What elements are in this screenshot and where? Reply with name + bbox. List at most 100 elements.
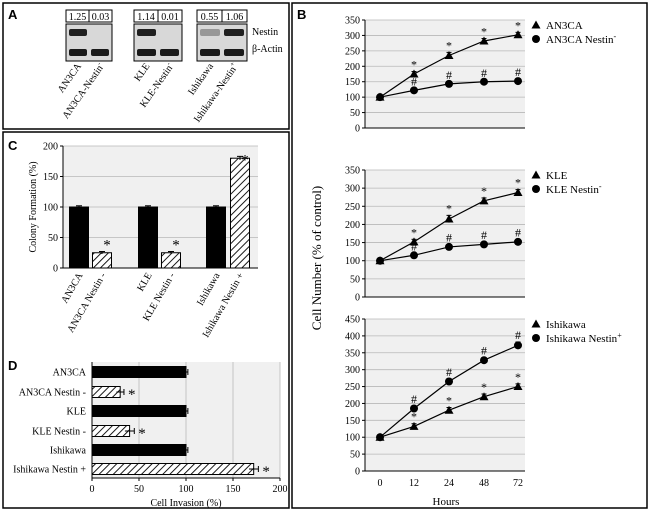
category-label: AN3CA Nestin - — [19, 388, 86, 399]
legend-label: KLE — [546, 170, 568, 182]
data-point-triangle — [513, 187, 523, 196]
y-tick-label: 150 — [345, 238, 360, 249]
y-tick-label: 200 — [345, 399, 360, 410]
y-tick-label: 0 — [355, 467, 360, 478]
significance-mark: * — [481, 25, 487, 39]
data-point-triangle — [513, 30, 523, 39]
y-tick-label: 350 — [345, 16, 360, 27]
y-tick-label: 250 — [345, 202, 360, 213]
y-tick-label: 200 — [345, 220, 360, 231]
y-tick-label: 300 — [345, 31, 360, 42]
actin-band — [200, 49, 220, 56]
significance-mark: # — [515, 65, 521, 79]
data-point-circle — [376, 93, 384, 102]
y-tick-label: 50 — [350, 274, 360, 285]
data-point-triangle — [513, 382, 523, 391]
y-tick-label: 150 — [345, 77, 360, 88]
lane-label: KLE — [132, 61, 152, 83]
x-tick-label: 24 — [444, 478, 454, 489]
y-tick-label: 250 — [345, 46, 360, 57]
data-point-triangle — [479, 392, 489, 401]
row-label: Nestin — [252, 27, 278, 38]
ratio-value: 0.55 — [201, 12, 219, 23]
x-axis-label: Cell Invasion (%) — [150, 498, 221, 509]
significance-mark: # — [481, 66, 487, 80]
y-tick-label: 0 — [355, 293, 360, 304]
data-point-triangle — [444, 214, 454, 223]
significance-mark: # — [411, 239, 417, 253]
significance-mark: # — [481, 228, 487, 242]
actin-band — [91, 49, 109, 56]
significance-mark: # — [515, 328, 521, 342]
plot-area — [365, 170, 525, 297]
nestin-band — [200, 29, 220, 36]
legend-label: Ishikawa Nestin+ — [546, 331, 622, 346]
plot-area — [365, 319, 525, 471]
significance-mark: * — [411, 58, 417, 72]
y-tick-label: 450 — [345, 315, 360, 326]
y-tick-label: 0 — [355, 124, 360, 135]
x-tick-label: 0 — [90, 484, 95, 495]
y-tick-label: 200 — [43, 142, 58, 153]
category-label: Ishikawa — [50, 446, 87, 457]
data-point-circle — [410, 404, 418, 413]
bar — [91, 366, 187, 378]
data-point-triangle — [409, 69, 419, 78]
x-tick-label: 50 — [134, 484, 144, 495]
bar — [91, 405, 187, 417]
legend-circle-icon — [532, 334, 540, 342]
ratio-value: 1.14 — [137, 12, 155, 23]
y-tick-label: 250 — [345, 382, 360, 393]
y-axis-label: Colony Formation (%) — [28, 161, 39, 252]
panel-b-label: B — [297, 7, 306, 22]
ratio-value: 1.25 — [69, 12, 87, 23]
significance-mark: # — [411, 392, 417, 406]
y-tick-label: 300 — [345, 365, 360, 376]
nestin-band — [69, 29, 87, 36]
bar — [91, 444, 187, 456]
significance-mark: * — [241, 152, 249, 168]
legend-triangle-icon — [531, 319, 541, 328]
actin-band — [69, 49, 87, 56]
panel-d-label: D — [8, 358, 17, 373]
data-point-triangle — [409, 421, 419, 430]
nestin-band — [137, 29, 156, 36]
significance-mark: * — [172, 238, 180, 254]
x-tick-label: 72 — [513, 478, 523, 489]
x-tick-label: 0 — [378, 478, 383, 489]
bar — [138, 206, 158, 269]
significance-mark: # — [446, 231, 452, 245]
data-point-circle — [376, 256, 384, 265]
y-tick-label: 400 — [345, 331, 360, 342]
x-tick-label: 100 — [179, 484, 194, 495]
y-tick-label: 0 — [53, 264, 58, 275]
significance-mark: * — [446, 201, 452, 215]
cell-invasion-chart: 0 50 100 150 200 Cell Invasion (%) AN3CA * AN3CA… — [13, 362, 288, 509]
category-label: AN3CA — [53, 368, 87, 379]
data-point-triangle — [479, 36, 489, 45]
y-tick-label: 150 — [345, 416, 360, 427]
panel-cd-frame — [2, 131, 290, 509]
y-tick-label: 100 — [345, 256, 360, 267]
ratio-value: 0.03 — [92, 12, 110, 23]
legend-label: AN3CA Nestin- — [546, 32, 617, 47]
significance-mark: * — [515, 18, 521, 32]
category-label: Ishikawa Nestin + — [13, 465, 86, 476]
actin-band — [224, 49, 244, 56]
legend-triangle-icon — [531, 170, 541, 179]
panel-b-ylabel: Cell Number (% of control) — [309, 186, 324, 330]
nestin-band — [224, 29, 244, 36]
significance-mark: * — [411, 225, 417, 239]
significance-mark: # — [481, 344, 487, 358]
plot-area — [365, 20, 525, 128]
significance-mark: # — [446, 68, 452, 82]
significance-mark: * — [515, 370, 521, 384]
bar — [92, 252, 112, 269]
legend-triangle-icon — [531, 20, 541, 29]
category-label: KLE — [67, 407, 86, 418]
significance-mark: * — [138, 426, 146, 442]
panel-c-label: C — [8, 138, 18, 153]
